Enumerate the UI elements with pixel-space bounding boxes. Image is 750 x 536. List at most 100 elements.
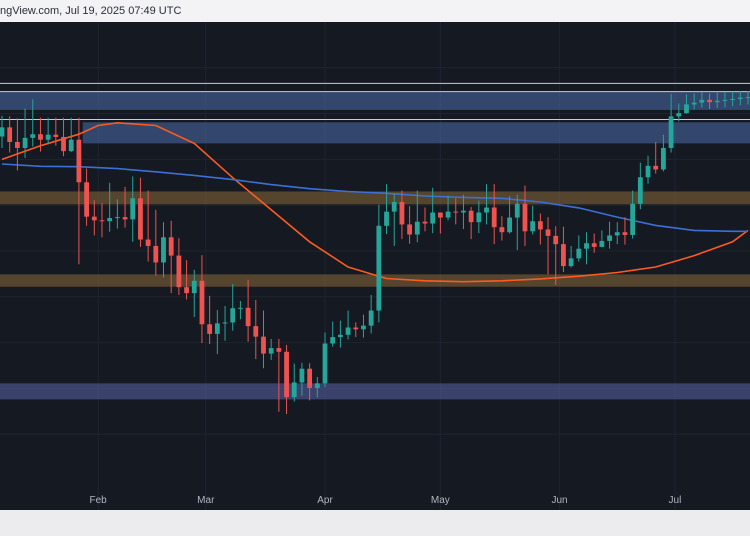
candle-body	[661, 147, 666, 170]
candle-body	[261, 336, 266, 354]
candle-body	[314, 383, 320, 388]
candle-body	[307, 368, 313, 388]
candle-body	[491, 207, 497, 228]
top-bar: ngView.com, Jul 19, 2025 07:49 UTC	[0, 0, 750, 22]
candle-body	[207, 324, 213, 334]
candle-body	[553, 235, 559, 245]
candle-body	[522, 203, 528, 232]
x-tick-label: May	[430, 495, 450, 506]
moving-average-fast-line	[1, 121, 749, 283]
candle-body	[330, 337, 336, 344]
candle-body	[407, 224, 413, 235]
candle-body	[376, 225, 382, 311]
candle-body	[645, 165, 651, 178]
candle-body	[168, 237, 174, 256]
x-tick-label: Apr	[317, 495, 333, 506]
candle-body	[730, 98, 736, 100]
candle-body	[637, 177, 643, 204]
candle-body	[599, 240, 605, 247]
candle-body	[391, 201, 397, 212]
candle-body	[484, 207, 489, 213]
candle-body	[138, 198, 143, 240]
candle-body	[114, 217, 120, 219]
candle-body	[291, 382, 297, 398]
candle-body	[607, 235, 612, 241]
candle-body	[699, 99, 705, 103]
zone-supply	[82, 122, 750, 144]
candle-body	[122, 217, 128, 220]
candle-body	[422, 221, 428, 224]
candle-body	[430, 212, 436, 224]
candle-body	[668, 116, 674, 148]
candle-body	[584, 243, 589, 249]
candle-body	[284, 351, 289, 398]
candle-body	[676, 113, 682, 117]
candle-body	[268, 348, 274, 354]
candle-body	[476, 212, 482, 223]
candle-body	[622, 232, 628, 235]
candle-body	[630, 203, 636, 235]
candle-body	[38, 134, 43, 140]
candle-body	[714, 100, 720, 103]
candle-body	[499, 227, 505, 233]
candle-body	[45, 134, 51, 140]
candle-body	[191, 280, 197, 294]
candle-body	[745, 97, 750, 99]
candlestick-chart[interactable]	[0, 22, 750, 510]
candle-body	[722, 99, 728, 101]
candle-body	[299, 368, 305, 383]
candle-body	[99, 220, 105, 222]
candle-body	[353, 327, 359, 330]
x-tick-label: Feb	[89, 495, 107, 506]
candle-body	[214, 323, 220, 334]
candle-body	[384, 211, 389, 226]
candle-body	[684, 104, 689, 114]
candle-body	[7, 127, 13, 142]
candle-body	[84, 182, 89, 217]
zone-support	[0, 383, 750, 400]
candle-body	[91, 216, 97, 221]
candle-body	[576, 248, 582, 259]
candle-body	[468, 210, 474, 223]
candle-body	[161, 237, 166, 263]
candle-body	[414, 221, 420, 235]
candle-body	[176, 255, 182, 288]
x-tick-label: Jun	[551, 495, 568, 506]
candle-body	[153, 245, 159, 263]
candle-body	[199, 280, 205, 325]
candle-body	[238, 307, 243, 309]
candle-body	[614, 232, 620, 236]
candle-body	[461, 210, 466, 213]
chart-plot-area[interactable]: Feb Mar Apr May Jun Jul	[0, 22, 750, 510]
candle-body	[399, 201, 405, 225]
candle-body	[653, 165, 659, 170]
candle-body	[253, 326, 259, 337]
candle-body	[707, 99, 712, 103]
candle-body	[345, 327, 351, 335]
candle-body	[514, 203, 520, 218]
candle-body	[545, 229, 551, 236]
zone-supply	[0, 91, 750, 110]
candle-body	[14, 141, 20, 148]
candle-body	[107, 218, 113, 222]
candle-body	[337, 334, 343, 338]
x-tick-label: Jul	[668, 495, 682, 506]
candle-body	[507, 217, 512, 233]
candle-body	[30, 134, 36, 138]
candle-body	[184, 287, 189, 294]
candle-body	[368, 310, 374, 326]
candle-body	[22, 137, 28, 148]
candle-body	[445, 211, 451, 218]
x-tick-label: Mar	[197, 495, 215, 506]
candle-body	[61, 136, 66, 152]
candle-body	[453, 211, 459, 213]
candle-body	[361, 325, 366, 330]
candle-body	[76, 139, 82, 183]
candle-body	[222, 322, 228, 324]
candle-body	[53, 134, 59, 137]
candle-body	[145, 239, 151, 246]
source-watermark: ngView.com, Jul 19, 2025 07:49 UTC	[0, 5, 182, 17]
candle-body	[591, 243, 597, 247]
candle-body	[322, 343, 328, 384]
bottom-strip	[0, 510, 750, 536]
